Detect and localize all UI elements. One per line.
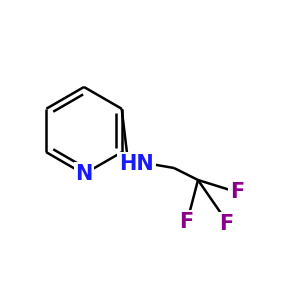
Text: F: F xyxy=(230,182,244,202)
Text: N: N xyxy=(75,164,93,184)
Text: HN: HN xyxy=(119,154,154,173)
Text: F: F xyxy=(179,212,193,232)
Text: F: F xyxy=(219,214,234,233)
